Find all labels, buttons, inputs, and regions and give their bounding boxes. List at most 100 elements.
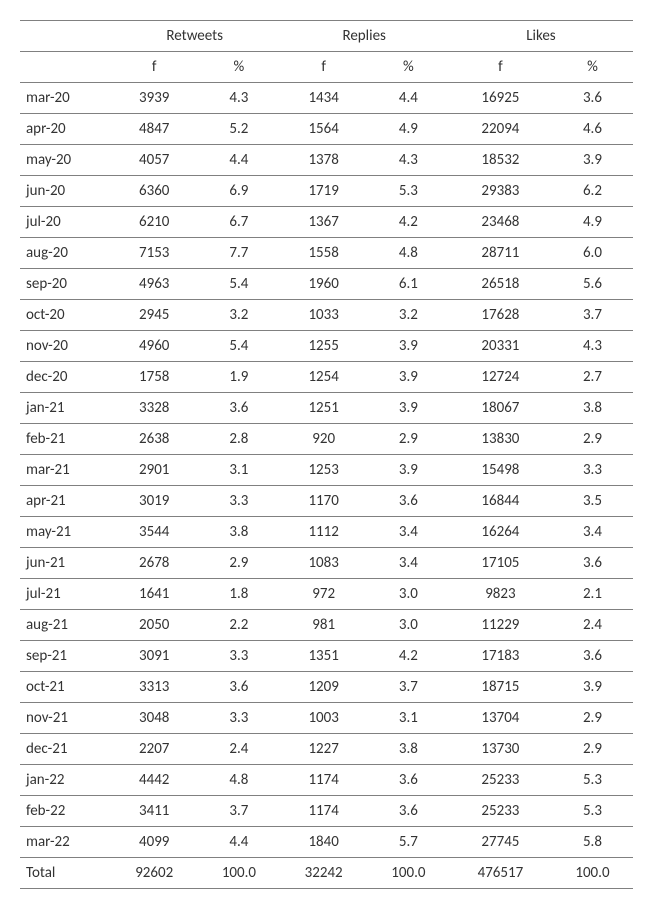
cell-value: 2.2 — [198, 610, 279, 641]
cell-value: 1719 — [279, 176, 367, 207]
cell-value: 1112 — [279, 517, 367, 548]
cell-value: 17105 — [449, 548, 552, 579]
cell-value: 4.3 — [198, 83, 279, 114]
cell-value: 3544 — [110, 517, 198, 548]
table-row: dec-2017581.912543.9127242.7 — [20, 362, 633, 393]
cell-value: 4099 — [110, 827, 198, 858]
cell-value: 3.9 — [368, 393, 449, 424]
cell-value: 3.8 — [198, 517, 279, 548]
cell-value: 23468 — [449, 207, 552, 238]
cell-value: 3.6 — [368, 796, 449, 827]
row-label: aug-20 — [20, 238, 110, 269]
cell-value: 3.9 — [552, 672, 633, 703]
cell-value: 6.9 — [198, 176, 279, 207]
cell-value: 3313 — [110, 672, 198, 703]
cell-value: 2.9 — [198, 548, 279, 579]
cell-value: 4.8 — [198, 765, 279, 796]
cell-value: 1253 — [279, 455, 367, 486]
cell-value: 2.1 — [552, 579, 633, 610]
table-row: mar-2039394.314344.4169253.6 — [20, 83, 633, 114]
cell-value: 7.7 — [198, 238, 279, 269]
cell-value: 3.8 — [552, 393, 633, 424]
cell-value: 3939 — [110, 83, 198, 114]
total-value: 100.0 — [552, 858, 633, 889]
sub-header: % — [552, 52, 633, 83]
cell-value: 13730 — [449, 734, 552, 765]
cell-value: 5.8 — [552, 827, 633, 858]
group-header-retweets: Retweets — [110, 21, 279, 52]
cell-value: 27745 — [449, 827, 552, 858]
cell-value: 5.4 — [198, 269, 279, 300]
row-label: may-20 — [20, 145, 110, 176]
table-row: apr-2048475.215644.9220944.6 — [20, 114, 633, 145]
cell-value: 16844 — [449, 486, 552, 517]
cell-value: 3.5 — [552, 486, 633, 517]
cell-value: 16264 — [449, 517, 552, 548]
cell-value: 2050 — [110, 610, 198, 641]
cell-value: 2.4 — [198, 734, 279, 765]
cell-value: 3.7 — [552, 300, 633, 331]
corner-cell — [20, 21, 110, 52]
cell-value: 2.7 — [552, 362, 633, 393]
row-label: jan-21 — [20, 393, 110, 424]
cell-value: 1.9 — [198, 362, 279, 393]
row-label: mar-21 — [20, 455, 110, 486]
engagement-table: Retweets Replies Likes f % f % f % mar-2… — [20, 20, 633, 889]
table-row: sep-2049635.419606.1265185.6 — [20, 269, 633, 300]
table-row: jul-2062106.713674.2234684.9 — [20, 207, 633, 238]
cell-value: 3.7 — [368, 672, 449, 703]
cell-value: 22094 — [449, 114, 552, 145]
table-row: jan-2244424.811743.6252335.3 — [20, 765, 633, 796]
cell-value: 26518 — [449, 269, 552, 300]
row-label: oct-21 — [20, 672, 110, 703]
table-row: nov-2049605.412553.9203314.3 — [20, 331, 633, 362]
cell-value: 3.0 — [368, 579, 449, 610]
cell-value: 12724 — [449, 362, 552, 393]
cell-value: 2945 — [110, 300, 198, 331]
sub-header-row: f % f % f % — [20, 52, 633, 83]
cell-value: 4963 — [110, 269, 198, 300]
cell-value: 28711 — [449, 238, 552, 269]
cell-value: 1251 — [279, 393, 367, 424]
cell-value: 3.4 — [368, 517, 449, 548]
cell-value: 3.0 — [368, 610, 449, 641]
cell-value: 3.3 — [198, 703, 279, 734]
cell-value: 18532 — [449, 145, 552, 176]
cell-value: 4960 — [110, 331, 198, 362]
cell-value: 5.3 — [368, 176, 449, 207]
cell-value: 3.4 — [552, 517, 633, 548]
cell-value: 2.9 — [368, 424, 449, 455]
sub-header: f — [279, 52, 367, 83]
cell-value: 4.6 — [552, 114, 633, 145]
cell-value: 3.3 — [552, 455, 633, 486]
cell-value: 4.8 — [368, 238, 449, 269]
cell-value: 1174 — [279, 765, 367, 796]
cell-value: 6.7 — [198, 207, 279, 238]
cell-value: 3.3 — [198, 641, 279, 672]
cell-value: 4.4 — [198, 827, 279, 858]
table-row: jun-2063606.917195.3293836.2 — [20, 176, 633, 207]
sub-header: f — [110, 52, 198, 83]
cell-value: 1209 — [279, 672, 367, 703]
cell-value: 13830 — [449, 424, 552, 455]
sub-header: % — [368, 52, 449, 83]
cell-value: 3.6 — [368, 486, 449, 517]
cell-value: 3411 — [110, 796, 198, 827]
table-row: oct-2029453.210333.2176283.7 — [20, 300, 633, 331]
cell-value: 3.6 — [552, 83, 633, 114]
cell-value: 3.2 — [198, 300, 279, 331]
cell-value: 2901 — [110, 455, 198, 486]
cell-value: 7153 — [110, 238, 198, 269]
cell-value: 17628 — [449, 300, 552, 331]
cell-value: 16925 — [449, 83, 552, 114]
cell-value: 3328 — [110, 393, 198, 424]
cell-value: 3.6 — [198, 672, 279, 703]
table-row: feb-2234113.711743.6252335.3 — [20, 796, 633, 827]
cell-value: 4.9 — [368, 114, 449, 145]
cell-value: 18067 — [449, 393, 552, 424]
cell-value: 6360 — [110, 176, 198, 207]
cell-value: 1033 — [279, 300, 367, 331]
cell-value: 2.9 — [552, 703, 633, 734]
table-row: mar-2240994.418405.7277455.8 — [20, 827, 633, 858]
cell-value: 25233 — [449, 765, 552, 796]
